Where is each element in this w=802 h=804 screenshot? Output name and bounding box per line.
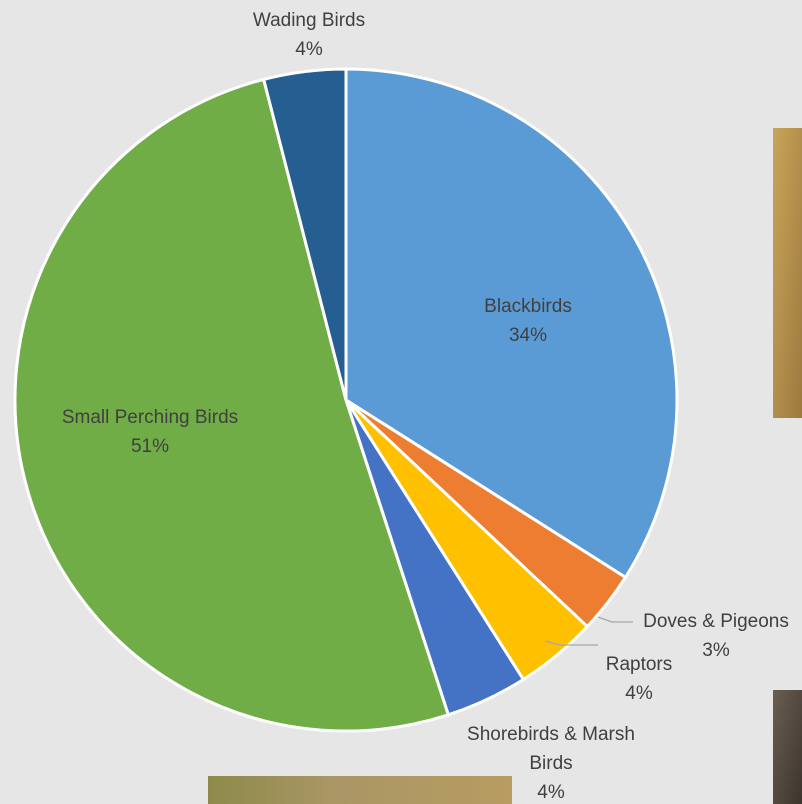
pie-slice	[344, 67, 679, 580]
pie-slice	[13, 77, 451, 733]
data-label: Doves & Pigeons 3%	[616, 607, 802, 665]
label-value: 34%	[508, 325, 548, 346]
label-value: 4%	[295, 39, 323, 60]
label-name: Wading Birds	[252, 10, 366, 31]
label-value: 4%	[537, 782, 565, 803]
label-name: Raptors	[605, 654, 673, 675]
label-value: 3%	[702, 640, 730, 661]
leader-line	[544, 640, 598, 646]
label-value: 4%	[625, 683, 653, 704]
label-name: Blackbirds	[484, 296, 572, 317]
photo	[773, 690, 802, 804]
pie-slice	[261, 67, 348, 401]
label-name: Doves & Pigeons	[643, 611, 789, 632]
data-label: Wading Birds 4%	[219, 6, 399, 64]
label-name: Small Perching Birds	[61, 407, 239, 428]
data-label: Blackbirds 34%	[418, 292, 638, 350]
photo	[773, 128, 802, 418]
leader-line	[597, 616, 633, 623]
data-label: Small Perching Birds 51%	[20, 403, 280, 461]
label-name: Shorebirds & Marsh Birds	[467, 724, 635, 774]
data-label: Shorebirds & Marsh Birds 4%	[446, 720, 656, 804]
label-value: 51%	[130, 436, 170, 457]
data-label: Raptors 4%	[579, 650, 699, 708]
photo	[208, 776, 512, 804]
